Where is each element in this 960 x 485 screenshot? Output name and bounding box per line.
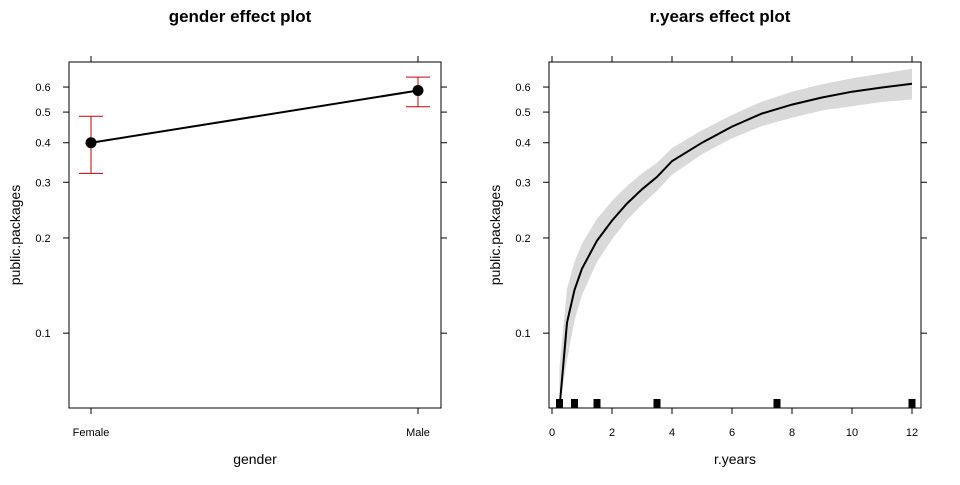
gender-effect-point bbox=[412, 85, 424, 97]
ryears-x-tick-label: 0 bbox=[549, 427, 555, 439]
gender-x-axis-label: gender bbox=[233, 451, 277, 467]
gender-y-tick-label: 0.2 bbox=[35, 233, 50, 245]
ryears-y-tick-label: 0.5 bbox=[515, 107, 530, 119]
ryears-plot-frame bbox=[548, 61, 922, 409]
ryears-y-tick-label: 0.4 bbox=[515, 138, 530, 150]
ryears-x-tick-label: 8 bbox=[789, 427, 795, 439]
gender-effect-point bbox=[85, 137, 97, 149]
gender-y-tick-label: 0.5 bbox=[35, 107, 50, 119]
gender-y-tick-label: 0.4 bbox=[35, 138, 50, 150]
gender-effect-line bbox=[90, 89, 419, 144]
ryears-effect-line bbox=[558, 82, 913, 409]
gender-x-tick-label: Male bbox=[406, 427, 430, 439]
ryears-rug-mark bbox=[773, 399, 781, 408]
ryears-y-tick-label: 0.3 bbox=[515, 177, 530, 189]
gender-effect-panel: gender effect plot gender public.package… bbox=[7, 7, 447, 467]
gender-plot-title: gender effect plot bbox=[169, 7, 312, 26]
gender-x-tick-label: Female bbox=[73, 427, 110, 439]
ryears-rug-mark bbox=[908, 399, 916, 408]
gender-y-tick-label: 0.1 bbox=[35, 328, 50, 340]
ryears-plot-title: r.years effect plot bbox=[650, 7, 791, 26]
ryears-x-tick-label: 2 bbox=[609, 427, 615, 439]
ryears-x-tick-label: 4 bbox=[669, 427, 675, 439]
gender-y-tick-label: 0.3 bbox=[35, 177, 50, 189]
ryears-rug-mark bbox=[556, 399, 563, 408]
gender-y-axis-label: public.packages bbox=[7, 185, 23, 285]
ryears-y-axis-label: public.packages bbox=[487, 185, 503, 285]
ryears-marks: 0.1 0.2 0.3 0.4 0.5 0.6 0 2 4 6 8 10 12 bbox=[515, 56, 927, 439]
ryears-x-axis-label: r.years bbox=[714, 451, 756, 467]
ryears-x-tick-label: 6 bbox=[729, 427, 735, 439]
ryears-rug-mark bbox=[653, 399, 661, 408]
ryears-y-tick-label: 0.2 bbox=[515, 233, 530, 245]
ryears-rug-mark bbox=[593, 399, 601, 408]
gender-y-tick-label: 0.6 bbox=[35, 82, 50, 94]
ryears-y-tick-label: 0.6 bbox=[515, 82, 530, 94]
ryears-x-tick-label: 10 bbox=[846, 427, 858, 439]
ryears-y-tick-label: 0.1 bbox=[515, 328, 530, 340]
gender-plot-frame bbox=[68, 61, 442, 409]
ryears-x-tick-label: 12 bbox=[906, 427, 918, 439]
ryears-rug-mark bbox=[571, 399, 578, 408]
ryears-effect-panel: r.years effect plot r.years public.packa… bbox=[487, 7, 927, 467]
ryears-confidence-band bbox=[559, 68, 912, 409]
gender-marks: 0.1 0.2 0.3 0.4 0.5 0.6 Female Male bbox=[35, 56, 447, 439]
